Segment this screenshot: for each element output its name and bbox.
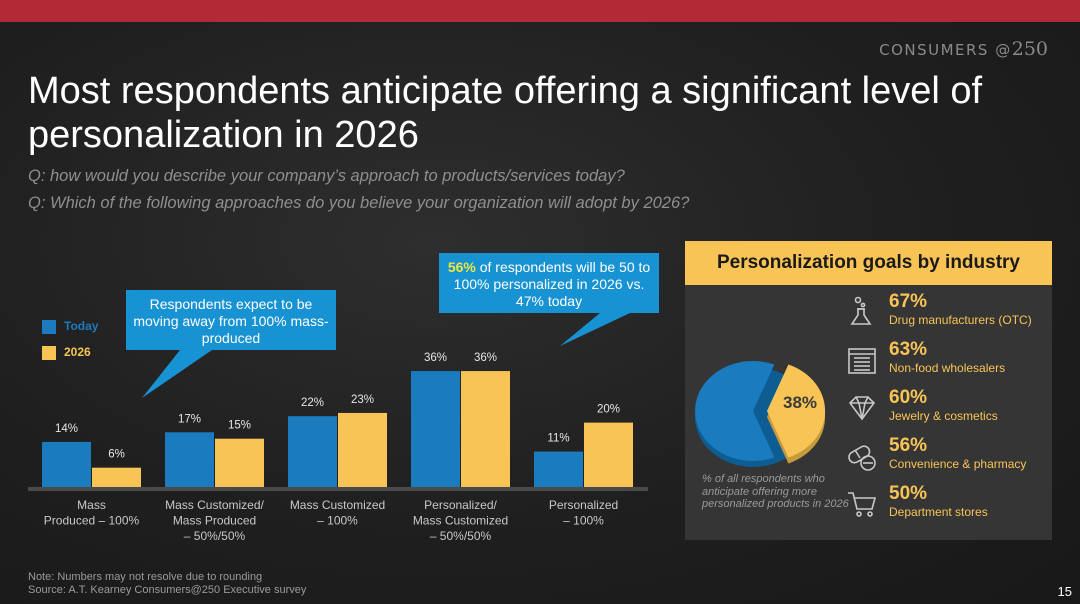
bar-2026-1 [215, 438, 264, 487]
bar-2026-2 [338, 412, 387, 487]
legend-2026: 2026 [42, 345, 91, 360]
top-accent-bar [0, 0, 1080, 22]
x-tick-label-3: Mass Customized [413, 514, 508, 528]
legend-label-2026: 2026 [64, 345, 91, 359]
question-1: Q: how would you describe your company’s… [28, 167, 625, 185]
data-label-today-4: 11% [547, 433, 569, 445]
x-tick-label-1: Mass Produced [173, 514, 256, 528]
x-tick-label-2: Mass Customized [290, 498, 385, 512]
data-label-today-3: 36% [424, 352, 447, 364]
brand-logo: CONSUMERS @250 [879, 38, 1048, 60]
footnote-source: Source: A.T. Kearney Consumers@250 Execu… [28, 584, 307, 596]
bar-2026-3 [461, 371, 510, 487]
callout-right-tail [560, 313, 630, 346]
flask-icon [850, 296, 872, 325]
data-label-2026-3: 36% [474, 352, 497, 364]
industry-pct: 56% [889, 435, 928, 456]
pie-chart [693, 351, 833, 476]
data-label-2026-0: 6% [108, 449, 125, 461]
industry-pct: 50% [889, 483, 928, 504]
pills-icon [848, 445, 876, 471]
x-tick-label-0: Produced – 100% [44, 514, 140, 528]
page-number: 15 [1057, 584, 1072, 599]
brand-text: CONSUMERS @ [879, 41, 1012, 59]
industry-pct: 60% [889, 387, 928, 408]
bar-today-0 [42, 441, 91, 487]
legend-swatch-2026 [42, 345, 56, 360]
industry-name: Drug manufacturers (OTC) [889, 313, 1032, 327]
warehouse-icon [848, 348, 876, 374]
pie-slice-personalized [767, 364, 826, 458]
diamond-icon [848, 396, 876, 421]
pie-slice-other [695, 361, 775, 461]
cart-icon [848, 492, 877, 517]
data-label-today-1: 17% [178, 413, 201, 425]
data-label-today-0: 14% [55, 423, 78, 435]
question-2: Q: Which of the following approaches do … [28, 194, 690, 212]
data-label-today-2: 22% [301, 397, 324, 409]
x-tick-label-2: – 100% [317, 514, 358, 528]
x-tick-label-3: Personalized/ [424, 498, 497, 512]
industry-pct: 67% [889, 291, 928, 312]
x-tick-label-3: – 50%/50% [430, 529, 492, 543]
callout-left: Respondents expect to be moving away fro… [126, 290, 336, 350]
legend-today: Today [42, 319, 98, 334]
x-tick-label-4: – 100% [563, 514, 604, 528]
bar-2026-0 [92, 467, 141, 487]
bar-today-1 [165, 432, 214, 487]
bar-today-2 [288, 416, 337, 487]
footnote-note: Note: Numbers may not resolve due to rou… [28, 571, 263, 583]
legend-label-today: Today [64, 319, 99, 333]
industry-name: Convenience & pharmacy [889, 457, 1027, 471]
pie-value-label: 38% [783, 393, 818, 412]
industry-panel: Personalization goals by industry 38% % … [685, 241, 1052, 540]
x-tick-label-4: Personalized [549, 498, 618, 512]
legend-swatch-today [42, 319, 56, 334]
x-tick-label-1: Mass Customized/ [165, 498, 264, 512]
panel-title: Personalization goals by industry [685, 241, 1052, 285]
bar-2026-4 [584, 422, 633, 487]
bar-today-4 [534, 451, 583, 487]
callout-right: 56% of respondents will be 50 to 100% pe… [439, 253, 659, 313]
industry-name: Jewelry & cosmetics [889, 409, 998, 423]
x-tick-label-1: – 50%/50% [184, 529, 246, 543]
industry-name: Non-food wholesalers [889, 361, 1006, 375]
pie-note: % of all respondents who anticipate offe… [702, 473, 849, 510]
callout-left-tail [142, 350, 212, 398]
industry-pct: 63% [889, 339, 928, 360]
industry-name: Department stores [889, 505, 988, 519]
data-label-2026-4: 20% [597, 404, 620, 416]
bar-today-3 [411, 371, 460, 487]
data-label-2026-1: 15% [228, 420, 251, 432]
page-title: Most respondents anticipate offering a s… [28, 70, 983, 156]
callout-highlight: 56% [447, 259, 476, 275]
callout-right-text: of respondents will be 50 to 100% person… [453, 259, 651, 309]
x-tick-label-0: Mass [77, 498, 106, 512]
data-label-2026-2: 23% [351, 394, 374, 406]
brand-number: 250 [1011, 38, 1048, 60]
